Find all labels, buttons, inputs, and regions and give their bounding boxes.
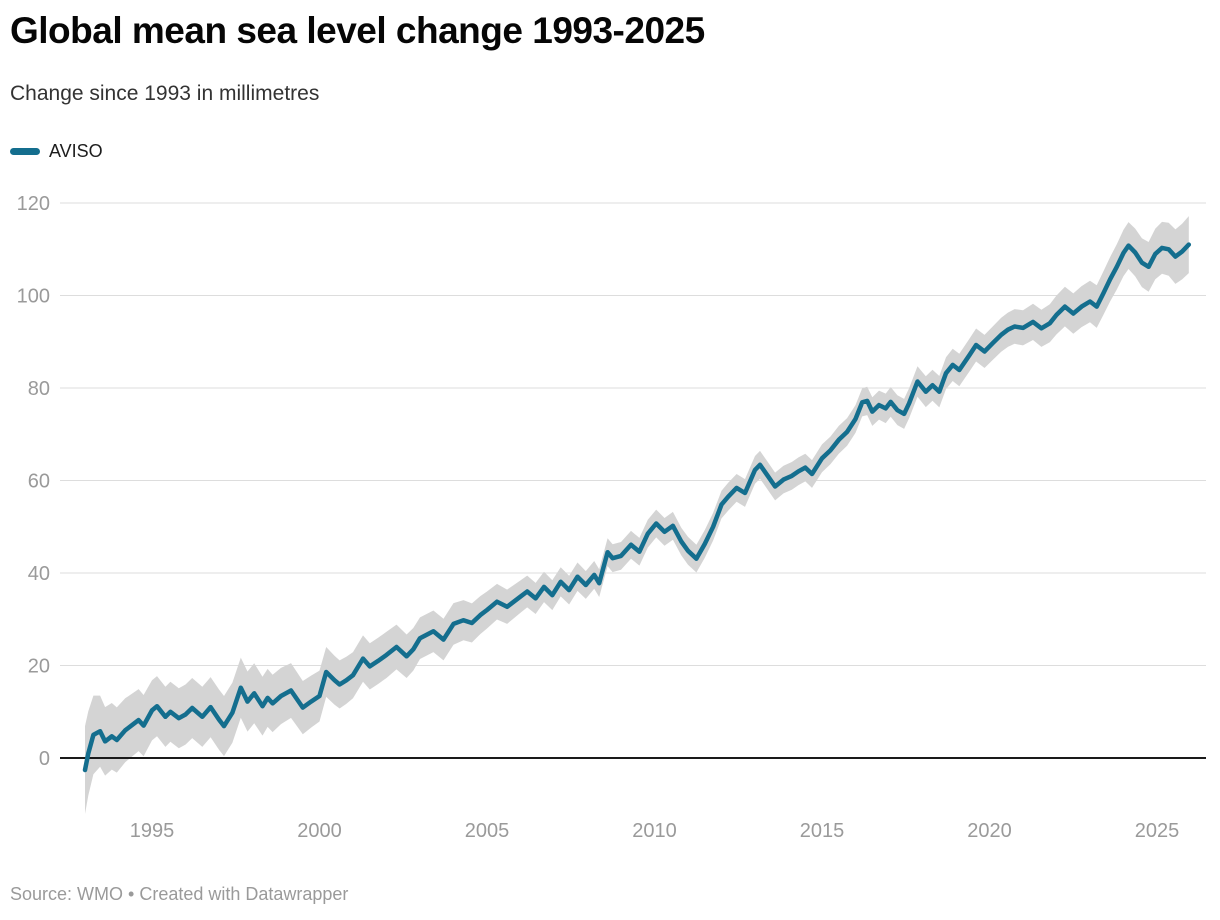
- svg-text:2005: 2005: [465, 820, 510, 842]
- legend: AVISO: [10, 141, 103, 162]
- svg-text:2010: 2010: [632, 820, 677, 842]
- svg-text:2000: 2000: [297, 820, 342, 842]
- legend-series-label: AVISO: [49, 141, 103, 161]
- svg-text:60: 60: [28, 471, 50, 493]
- svg-text:0: 0: [39, 748, 50, 770]
- svg-text:40: 40: [28, 563, 50, 585]
- legend-line-swatch-icon: [10, 148, 40, 155]
- svg-text:2025: 2025: [1135, 820, 1180, 842]
- page-title: Global mean sea level change 1993-2025: [10, 10, 705, 51]
- svg-text:1995: 1995: [130, 820, 175, 842]
- svg-text:2020: 2020: [967, 820, 1012, 842]
- svg-text:120: 120: [17, 193, 50, 215]
- source-attribution: Source: WMO • Created with Datawrapper: [10, 884, 349, 904]
- svg-text:2015: 2015: [800, 820, 845, 842]
- svg-text:20: 20: [28, 656, 50, 678]
- svg-text:80: 80: [28, 378, 50, 400]
- chart-subtitle: Change since 1993 in millimetres: [10, 82, 320, 105]
- svg-text:100: 100: [17, 286, 50, 308]
